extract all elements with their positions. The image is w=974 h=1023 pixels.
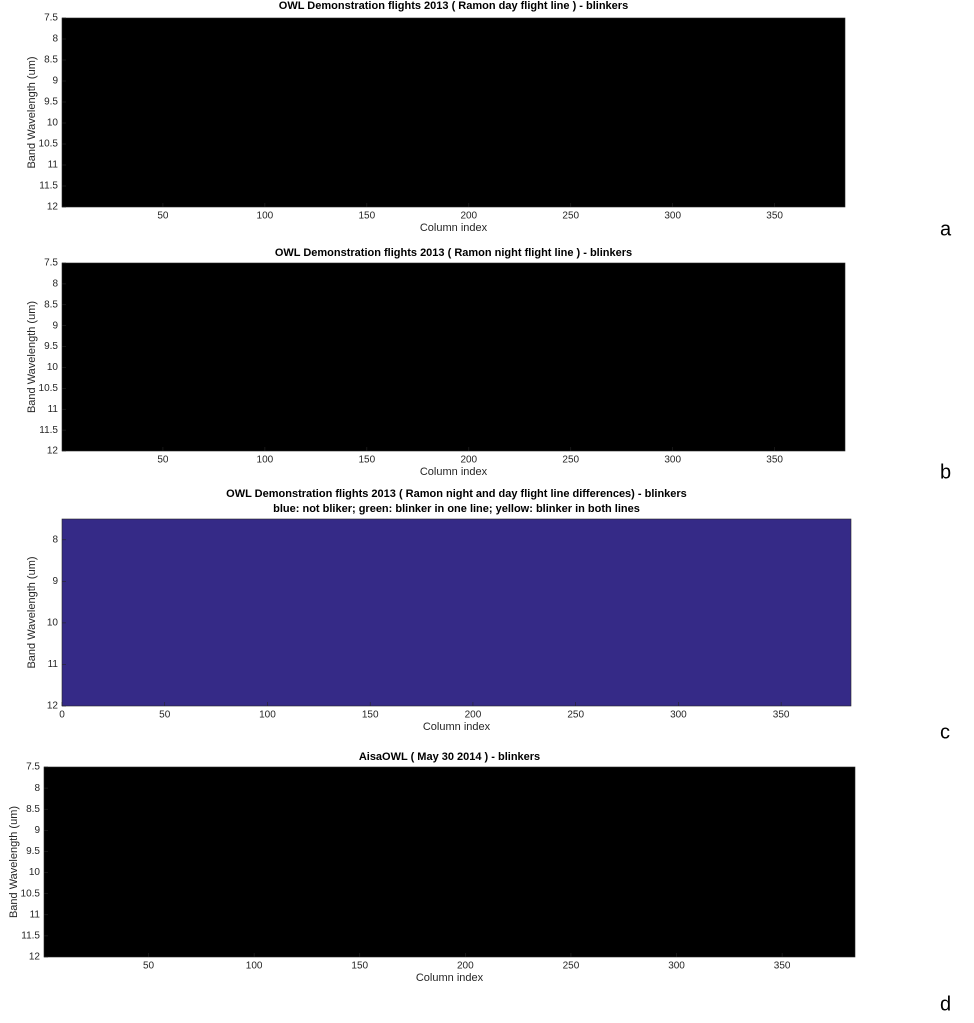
y-tick-label: 11.5 bbox=[39, 181, 58, 192]
x-tick-label: 100 bbox=[257, 455, 274, 466]
y-tick-label: 10 bbox=[47, 362, 59, 373]
y-tick-label: 9.5 bbox=[44, 97, 58, 108]
x-tick-label: 150 bbox=[358, 455, 375, 466]
x-tick-label: 200 bbox=[457, 961, 474, 972]
x-tick-label: 300 bbox=[664, 455, 681, 466]
image-area bbox=[61, 17, 846, 208]
x-axis-label: Column index bbox=[416, 972, 484, 984]
x-tick-label: 0 bbox=[59, 710, 65, 721]
y-tick-label: 8 bbox=[52, 34, 58, 45]
x-tick-label: 100 bbox=[257, 211, 274, 222]
x-tick-label: 300 bbox=[664, 211, 681, 222]
y-tick-label: 9 bbox=[34, 825, 40, 836]
y-axis-label: Band Wavelength (um) bbox=[26, 301, 38, 413]
x-tick-label: 350 bbox=[774, 961, 791, 972]
chart-title: OWL Demonstration flights 2013 ( Ramon n… bbox=[226, 488, 687, 500]
y-axis-label: Band Wavelength (um) bbox=[26, 56, 38, 168]
y-tick-label: 9 bbox=[52, 76, 58, 87]
image-area bbox=[61, 262, 846, 452]
y-tick-label: 7.5 bbox=[26, 762, 40, 773]
y-tick-label: 9 bbox=[52, 576, 58, 587]
x-tick-label: 50 bbox=[143, 961, 155, 972]
x-tick-label: 250 bbox=[562, 211, 579, 222]
x-tick-label: 200 bbox=[460, 455, 477, 466]
x-tick-label: 100 bbox=[259, 710, 276, 721]
y-tick-label: 11 bbox=[48, 160, 59, 171]
y-tick-label: 10.5 bbox=[39, 139, 59, 150]
x-tick-label: 250 bbox=[562, 455, 579, 466]
x-axis-label: Column index bbox=[420, 222, 488, 234]
y-axis-label: Band Wavelength (um) bbox=[26, 556, 38, 668]
image-area bbox=[61, 518, 852, 707]
y-tick-label: 11.5 bbox=[39, 425, 58, 436]
chart-title: OWL Demonstration flights 2013 ( Ramon n… bbox=[275, 247, 632, 259]
y-tick-label: 8.5 bbox=[26, 804, 40, 815]
x-tick-label: 250 bbox=[563, 961, 580, 972]
x-tick-label: 50 bbox=[159, 710, 171, 721]
chart-title: OWL Demonstration flights 2013 ( Ramon d… bbox=[279, 0, 628, 12]
x-tick-label: 200 bbox=[460, 211, 477, 222]
panel-label: c bbox=[940, 721, 950, 743]
x-tick-label: 250 bbox=[567, 710, 584, 721]
x-tick-label: 100 bbox=[246, 961, 263, 972]
y-tick-label: 11 bbox=[48, 659, 59, 670]
y-tick-label: 7.5 bbox=[44, 258, 58, 269]
panel-label: a bbox=[940, 218, 952, 240]
x-tick-label: 50 bbox=[157, 455, 169, 466]
y-tick-label: 12 bbox=[29, 952, 41, 963]
panel-label: d bbox=[940, 993, 951, 1015]
x-tick-label: 350 bbox=[766, 455, 783, 466]
x-tick-label: 350 bbox=[766, 211, 783, 222]
x-tick-label: 350 bbox=[773, 710, 790, 721]
y-tick-label: 9.5 bbox=[44, 341, 58, 352]
y-axis-label: Band Wavelength (um) bbox=[8, 806, 20, 918]
y-tick-label: 11 bbox=[30, 909, 41, 920]
y-tick-label: 8.5 bbox=[44, 55, 58, 66]
x-axis-label: Column index bbox=[420, 466, 488, 478]
image-area bbox=[43, 766, 856, 958]
y-tick-label: 9 bbox=[52, 320, 58, 331]
x-tick-label: 300 bbox=[670, 710, 687, 721]
y-tick-label: 8.5 bbox=[44, 299, 58, 310]
x-tick-label: 150 bbox=[362, 710, 379, 721]
y-tick-label: 9.5 bbox=[26, 846, 40, 857]
y-tick-label: 11.5 bbox=[21, 931, 40, 942]
x-tick-label: 150 bbox=[358, 211, 375, 222]
x-tick-label: 50 bbox=[157, 211, 169, 222]
y-tick-label: 8 bbox=[34, 783, 40, 794]
y-tick-label: 10 bbox=[47, 618, 59, 629]
y-tick-label: 10 bbox=[47, 118, 59, 129]
chart-subtitle: blue: not bliker; green: blinker in one … bbox=[273, 503, 640, 515]
y-tick-label: 12 bbox=[47, 701, 59, 712]
y-tick-label: 10.5 bbox=[39, 383, 59, 394]
y-tick-label: 12 bbox=[47, 202, 59, 213]
x-tick-label: 300 bbox=[668, 961, 685, 972]
y-tick-label: 8 bbox=[52, 534, 58, 545]
x-tick-label: 200 bbox=[465, 710, 482, 721]
y-tick-label: 11 bbox=[48, 404, 59, 415]
y-tick-label: 10 bbox=[29, 867, 41, 878]
y-tick-label: 7.5 bbox=[44, 13, 58, 24]
panel-label: b bbox=[940, 461, 951, 483]
y-tick-label: 10.5 bbox=[21, 888, 41, 899]
y-tick-label: 12 bbox=[47, 446, 59, 457]
chart-title: AisaOWL ( May 30 2014 ) - blinkers bbox=[359, 751, 540, 763]
x-tick-label: 150 bbox=[351, 961, 368, 972]
y-tick-label: 8 bbox=[52, 279, 58, 290]
x-axis-label: Column index bbox=[423, 721, 491, 733]
